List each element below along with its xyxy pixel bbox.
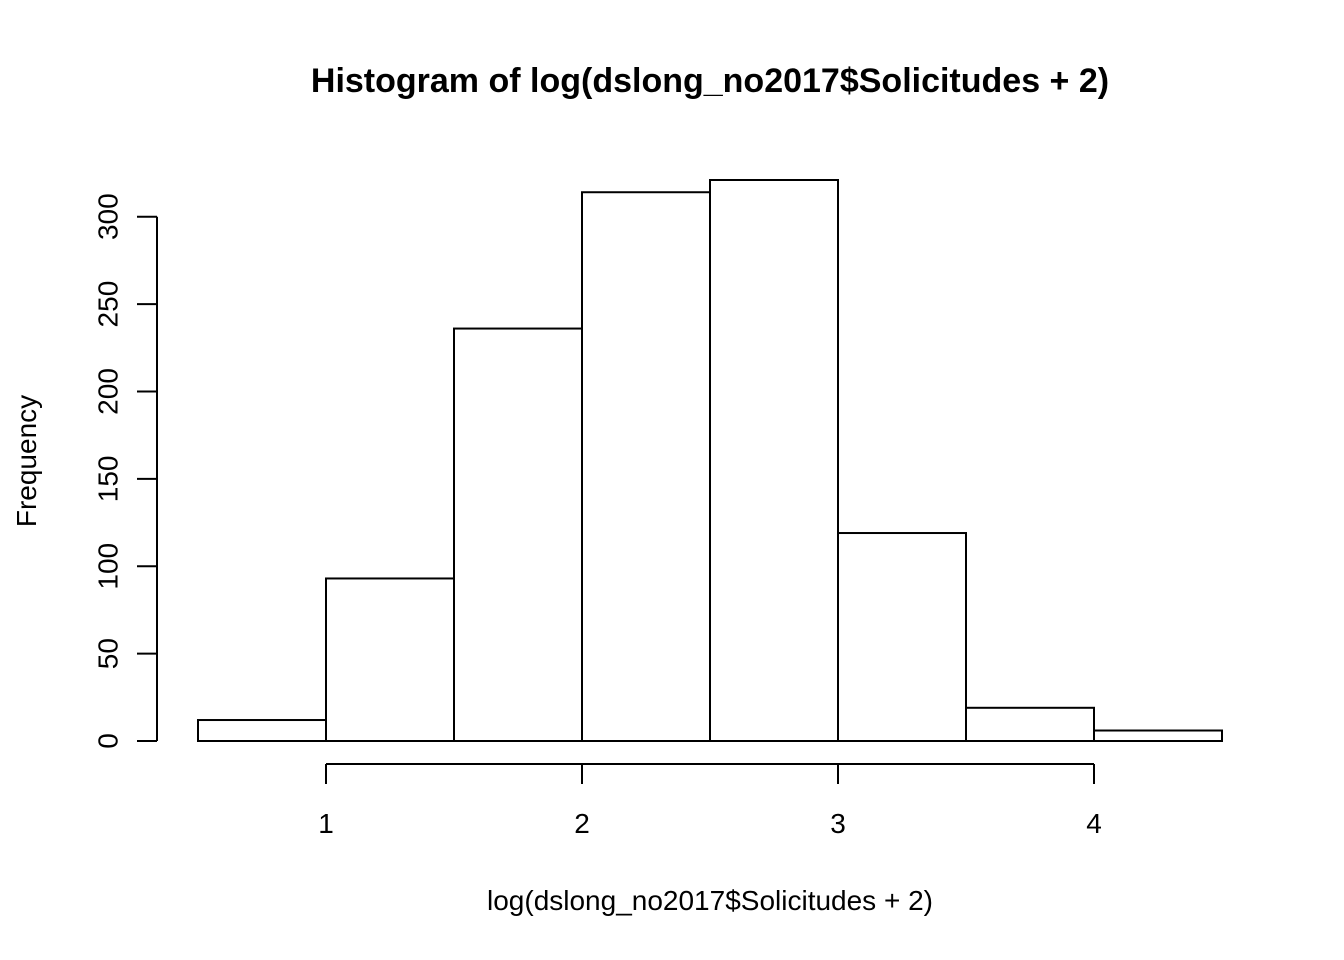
histogram-bar: [325, 577, 455, 742]
bars-group: [197, 179, 1223, 743]
x-axis: 1 2 3 4: [318, 763, 1102, 839]
y-tick-label: 300: [92, 193, 123, 240]
y-axis: 0 50 100 150 200 250 300: [92, 193, 158, 749]
histogram-bar: [965, 706, 1095, 742]
x-axis-label: log(dslong_no2017$Solicitudes + 2): [487, 885, 933, 916]
y-tick-label: 200: [92, 368, 123, 415]
y-tick-label: 100: [92, 543, 123, 590]
y-tick-label: 50: [92, 638, 123, 669]
x-tick-label: 4: [1086, 808, 1102, 839]
x-tick-label: 3: [830, 808, 846, 839]
histogram-bar: [837, 532, 967, 742]
histogram-bar: [709, 179, 839, 742]
x-tick-label: 1: [318, 808, 334, 839]
y-tick-label: 0: [92, 733, 123, 749]
histogram-bar: [453, 327, 583, 742]
y-tick-label: 150: [92, 455, 123, 502]
y-axis-label: Frequency: [11, 395, 42, 527]
y-tick-label: 250: [92, 281, 123, 328]
histogram-bar: [1093, 729, 1223, 743]
histogram-bar: [581, 191, 711, 742]
chart-title: Histogram of log(dslong_no2017$Solicitud…: [311, 62, 1109, 100]
histogram-bar: [197, 719, 327, 742]
x-tick-label: 2: [574, 808, 590, 839]
